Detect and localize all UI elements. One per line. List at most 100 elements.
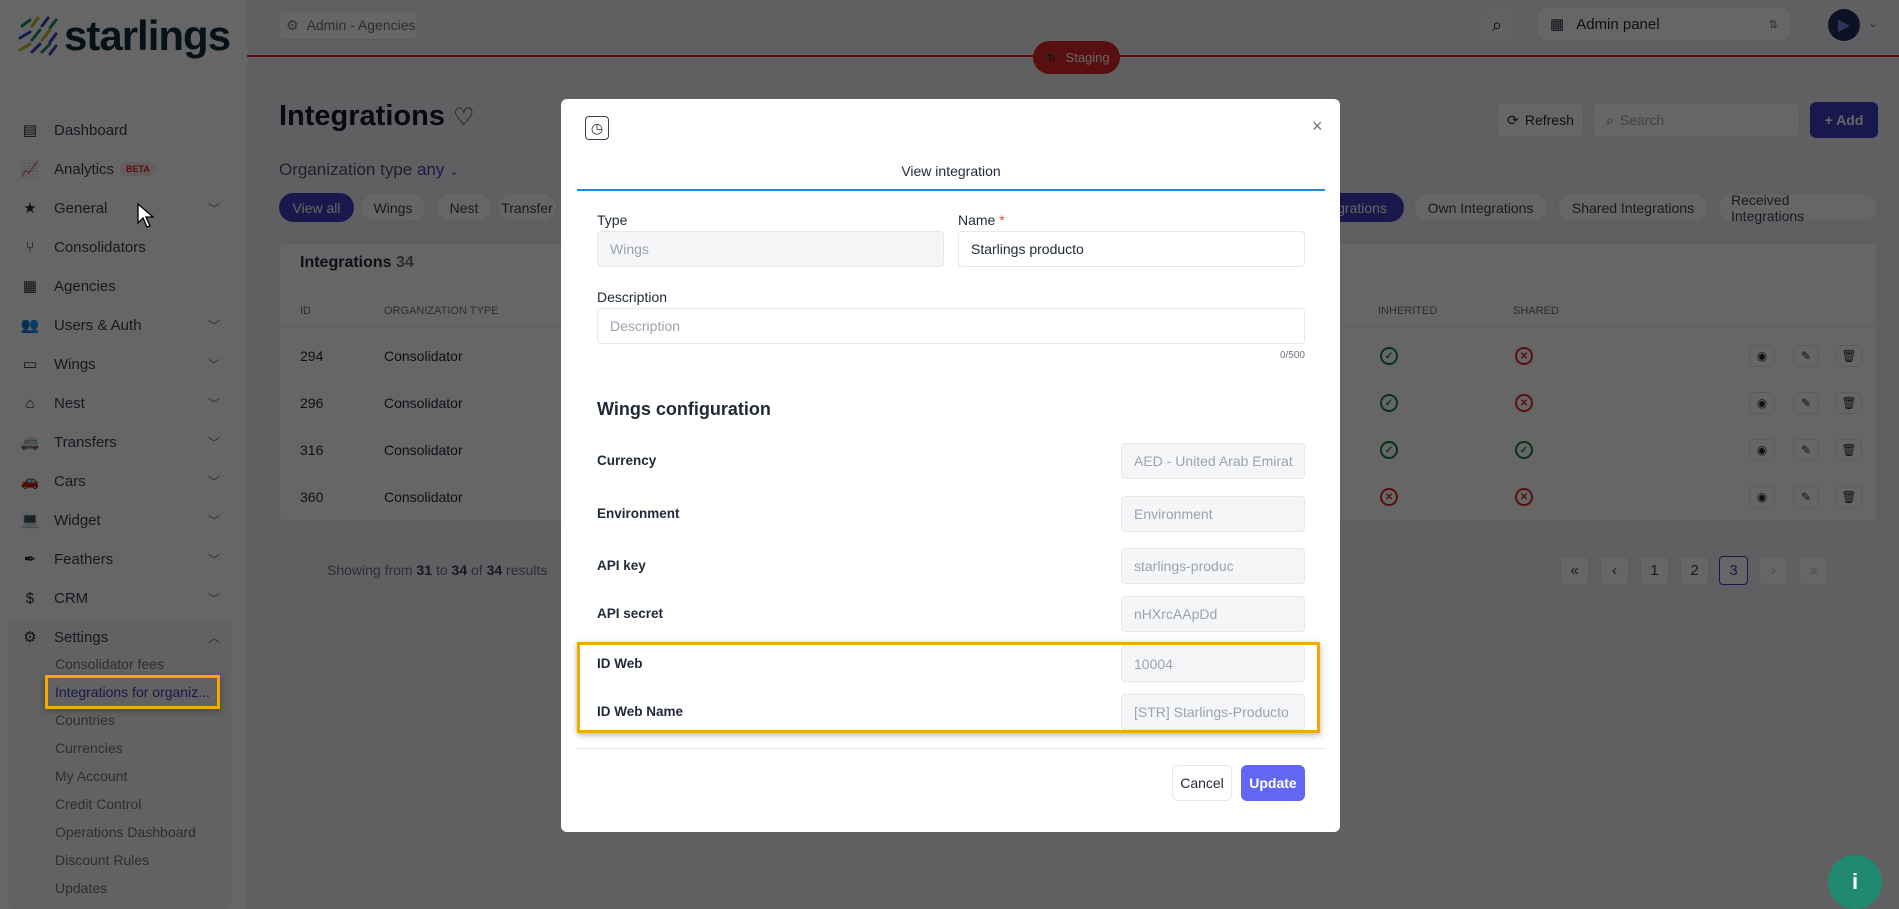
- sidebar-item-users-auth[interactable]: 👥 Users & Auth ﹀: [20, 310, 220, 340]
- table-count: 34: [396, 254, 414, 271]
- eye-icon: ◉: [1756, 349, 1768, 363]
- sidebar-item-consolidators[interactable]: ⑂ Consolidators: [20, 232, 220, 262]
- eye-icon: ◉: [1756, 396, 1768, 410]
- first-page-button[interactable]: «: [1560, 556, 1589, 585]
- starlings-logo-icon: [18, 16, 58, 56]
- settings-subitem[interactable]: Operations Dashboard: [55, 824, 196, 840]
- avatar[interactable]: ▶: [1828, 9, 1860, 41]
- cell-id: 294: [300, 348, 324, 364]
- cancel-button[interactable]: Cancel: [1172, 765, 1232, 801]
- sidebar-item-label: Consolidators: [54, 238, 146, 256]
- org-type-value[interactable]: any: [416, 160, 445, 179]
- eye-icon: ◉: [1756, 443, 1768, 457]
- context-button[interactable]: ⚙ Admin - Agencies: [279, 10, 418, 40]
- global-search-button[interactable]: ⌕: [1480, 8, 1514, 42]
- view-button[interactable]: ◉: [1749, 486, 1775, 508]
- filter-pill[interactable]: Wings: [360, 193, 426, 222]
- filter-pill[interactable]: Own Integrations: [1413, 193, 1548, 222]
- settings-subitem[interactable]: Countries: [55, 712, 115, 728]
- x-circle-icon: ✕: [1515, 394, 1533, 412]
- search-icon: ⌕: [1491, 14, 1503, 35]
- edit-icon: ✎: [1800, 443, 1812, 457]
- edit-button[interactable]: ✎: [1793, 439, 1819, 461]
- settings-subitem[interactable]: My Account: [55, 768, 128, 784]
- check-circle-icon: ✓: [1380, 394, 1398, 412]
- delete-button[interactable]: 🗑: [1836, 439, 1862, 461]
- settings-subitem[interactable]: Credit Control: [55, 796, 142, 812]
- cell-org-type: Consolidator: [384, 348, 463, 364]
- sidebar-item-label: Analytics: [54, 160, 115, 178]
- next-page-button[interactable]: ›: [1759, 556, 1788, 585]
- filter-pill[interactable]: View all: [279, 193, 354, 222]
- sidebar-item-transfers[interactable]: 🚐 Transfers ﹀: [20, 427, 220, 457]
- sidebar-item-settings[interactable]: ⚙ Settings ︿: [20, 622, 220, 652]
- car-icon: 🚗: [20, 473, 40, 490]
- refresh-button[interactable]: ⟳ Refresh: [1497, 102, 1584, 138]
- tab-view-integration[interactable]: View integration: [901, 163, 1001, 179]
- settings-subitem[interactable]: Currencies: [55, 740, 123, 756]
- field-api-secret: nHXrcAApDd: [1121, 596, 1305, 632]
- refresh-label: Refresh: [1524, 112, 1574, 128]
- prev-page-button[interactable]: ‹: [1600, 556, 1629, 585]
- view-button[interactable]: ◉: [1749, 392, 1775, 414]
- cell-id: 360: [300, 489, 324, 505]
- filter-pill[interactable]: Transfer: [497, 193, 557, 222]
- view-button[interactable]: ◉: [1749, 439, 1775, 461]
- heart-icon[interactable]: ♡: [453, 104, 475, 131]
- org-type-filter[interactable]: Organization type any ⌄: [279, 160, 459, 180]
- close-icon[interactable]: ×: [1312, 116, 1323, 136]
- filter-pill[interactable]: Received Integrations: [1718, 192, 1878, 224]
- delete-button[interactable]: 🗑: [1836, 392, 1862, 414]
- col-id: ID: [300, 305, 311, 317]
- sidebar-item-dashboard[interactable]: ▤ Dashboard: [20, 115, 220, 145]
- delete-button[interactable]: 🗑: [1836, 486, 1862, 508]
- sidebar-item-feathers[interactable]: ✒ Feathers ﹀: [20, 544, 220, 574]
- sidebar-item-label: General: [54, 199, 108, 217]
- house-icon: ⌂: [25, 394, 35, 412]
- settings-subitem[interactable]: Updates: [55, 880, 108, 896]
- cell-id: 316: [300, 442, 324, 458]
- delete-button[interactable]: 🗑: [1836, 345, 1862, 367]
- history-icon[interactable]: ◷: [585, 116, 609, 140]
- page-3-button[interactable]: 3: [1719, 556, 1748, 585]
- users-gear-icon: 👥: [20, 317, 40, 334]
- info-button[interactable]: i: [1828, 855, 1882, 909]
- name-field[interactable]: Starlings producto: [958, 231, 1305, 267]
- required-mark: *: [999, 212, 1005, 228]
- sidebar-item-nest[interactable]: ⌂ Nest ﹀: [20, 388, 220, 418]
- sidebar-item-general[interactable]: ★ General ﹀: [20, 193, 220, 223]
- description-field[interactable]: Description: [597, 308, 1305, 344]
- edit-button[interactable]: ✎: [1793, 486, 1819, 508]
- page-title: Integrations ♡: [279, 100, 475, 132]
- field-api-key: starlings-produc: [1121, 548, 1305, 584]
- sidebar-item-crm[interactable]: $ CRM ﹀: [20, 583, 220, 613]
- sidebar-item-agencies[interactable]: ▦ Agencies: [20, 271, 220, 301]
- filter-pill[interactable]: Nest: [436, 193, 492, 222]
- staging-badge: 🐞 Staging: [1033, 41, 1120, 74]
- search-input[interactable]: ⌕ Search: [1593, 102, 1800, 138]
- sidebar-item-label: Settings: [54, 628, 109, 646]
- divider: [577, 748, 1325, 749]
- sidebar-item-cars[interactable]: 🚗 Cars ﹀: [20, 466, 220, 496]
- settings-subitem[interactable]: Discount Rules: [55, 852, 150, 868]
- sidebar-item-widget[interactable]: 💻 Widget ﹀: [20, 505, 220, 535]
- edit-button[interactable]: ✎: [1793, 392, 1819, 414]
- filter-pill[interactable]: Shared Integrations: [1557, 193, 1709, 222]
- chevron-down-icon[interactable]: ⌄: [1868, 16, 1879, 30]
- edit-button[interactable]: ✎: [1793, 345, 1819, 367]
- add-button[interactable]: + Add: [1810, 102, 1878, 138]
- cell-org-type: Consolidator: [384, 489, 463, 505]
- page-1-button[interactable]: 1: [1640, 556, 1669, 585]
- settings-subitem[interactable]: Integrations for organiz...: [55, 684, 210, 700]
- view-button[interactable]: ◉: [1749, 345, 1775, 367]
- sidebar-item-wings[interactable]: ▭ Wings ﹀: [20, 349, 220, 379]
- panel-select[interactable]: ▦ Admin panel ⇅: [1537, 7, 1791, 41]
- chevron-down-icon: ⌄: [449, 164, 460, 178]
- settings-subitem[interactable]: Consolidator fees: [55, 656, 164, 672]
- sidebar-item-analytics[interactable]: 📈 Analytics BETA: [20, 154, 220, 184]
- page-2-button[interactable]: 2: [1680, 556, 1709, 585]
- settings-group: [8, 620, 231, 909]
- update-button[interactable]: Update: [1241, 765, 1305, 801]
- logo[interactable]: starlings: [18, 12, 231, 60]
- last-page-button[interactable]: »: [1799, 556, 1828, 585]
